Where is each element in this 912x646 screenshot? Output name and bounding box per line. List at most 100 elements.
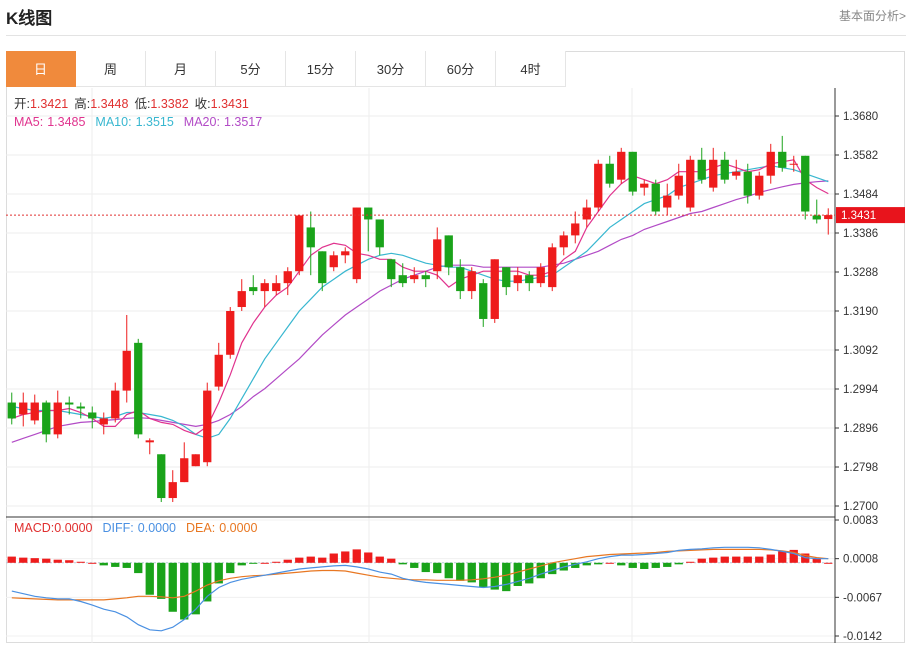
- candle-body: [122, 350, 131, 391]
- last-price-label: 1.3431: [841, 210, 876, 222]
- candle: [778, 135, 787, 172]
- macd-bar: [30, 558, 39, 563]
- macd-bar: [99, 562, 108, 566]
- candle-body: [421, 275, 430, 280]
- candle-body: [502, 267, 511, 288]
- macd-bar: [571, 562, 580, 568]
- candle: [168, 470, 177, 503]
- candle-body: [594, 163, 603, 208]
- macd-tick-label: -0.0067: [843, 592, 882, 604]
- macd-bar: [651, 562, 660, 568]
- macd-bar: [766, 554, 775, 563]
- candle: [812, 199, 821, 224]
- candle: [410, 267, 419, 284]
- macd-bar: [628, 562, 637, 568]
- candle: [801, 155, 810, 220]
- macd-bar: [525, 562, 534, 584]
- candle: [306, 211, 315, 276]
- price-tick-label: 1.3288: [843, 267, 878, 279]
- price-tick-label: 1.2994: [843, 384, 879, 396]
- candle-body: [582, 207, 591, 220]
- macd-bar: [19, 557, 28, 563]
- candle-body: [53, 402, 62, 435]
- candle: [548, 243, 557, 292]
- tab-5min[interactable]: 5分: [216, 51, 286, 87]
- macd-bar: [663, 562, 672, 567]
- macd-bar: [295, 557, 304, 563]
- candle-body: [674, 175, 683, 196]
- macd-bar: [352, 549, 361, 563]
- candle-body: [42, 402, 51, 435]
- candle-body: [479, 283, 488, 319]
- candle-body: [467, 271, 476, 292]
- fundamental-analysis-link[interactable]: 基本面分析>: [838, 9, 906, 23]
- candle: [318, 251, 327, 292]
- candle: [582, 199, 591, 228]
- candle-body: [76, 406, 85, 409]
- candle-body: [88, 412, 97, 419]
- candle-body: [7, 402, 16, 419]
- candle: [502, 267, 511, 296]
- candle-body: [559, 235, 568, 248]
- candle: [663, 183, 672, 216]
- tab-day[interactable]: 日: [6, 51, 76, 87]
- candle-body: [387, 259, 396, 280]
- candle-body: [111, 390, 120, 419]
- last-price-badge: [836, 207, 905, 224]
- candles: [7, 135, 833, 503]
- macd-bar: [617, 562, 626, 566]
- candle-body: [490, 259, 499, 319]
- macd-bar: [157, 562, 166, 599]
- dea-line: [11, 548, 829, 601]
- macd-tick-label: 0.0083: [843, 515, 878, 527]
- macd-bar: [778, 551, 787, 563]
- macd-bar: [283, 559, 292, 563]
- candle-body: [283, 271, 292, 284]
- macd-bar: [732, 556, 741, 563]
- macd-bar: [582, 562, 591, 566]
- macd-bar: [375, 556, 384, 563]
- candle-body: [352, 207, 361, 280]
- candle-body: [329, 255, 338, 268]
- tab-week[interactable]: 周: [76, 51, 146, 87]
- candle-body: [640, 183, 649, 188]
- candle: [571, 211, 580, 244]
- macd-bar: [145, 562, 154, 595]
- macd-panel: [6, 546, 834, 632]
- macd-bar: [76, 561, 85, 563]
- candle: [766, 143, 775, 184]
- candle: [513, 267, 522, 292]
- tab-60min[interactable]: 60分: [426, 51, 496, 87]
- candle: [226, 307, 235, 359]
- candle-body: [686, 159, 695, 208]
- candle: [352, 207, 361, 284]
- candle: [421, 271, 430, 288]
- candle-body: [444, 235, 453, 268]
- macd-bar: [456, 562, 465, 581]
- candle-body: [157, 454, 166, 499]
- tab-month[interactable]: 月: [146, 51, 216, 87]
- candle: [7, 392, 16, 425]
- price-tick-label: 1.3092: [843, 345, 878, 357]
- candle: [180, 442, 189, 483]
- candle: [157, 454, 166, 503]
- macd-bar: [191, 562, 200, 615]
- price-tick-label: 1.3680: [843, 111, 878, 123]
- macd-bar: [467, 562, 476, 583]
- macd-bar: [824, 562, 833, 564]
- candle-body: [99, 418, 108, 425]
- tab-15min[interactable]: 15分: [286, 51, 356, 87]
- tab-30min[interactable]: 30分: [356, 51, 426, 87]
- tab-4hour[interactable]: 4时: [496, 51, 566, 87]
- macd-bar: [410, 562, 419, 568]
- candle-body: [663, 195, 672, 208]
- macd-bar: [433, 562, 442, 574]
- candle: [559, 231, 568, 256]
- candle-body: [180, 458, 189, 483]
- macd-bar: [318, 557, 327, 563]
- candle-body: [651, 183, 660, 212]
- candle: [295, 215, 304, 276]
- candle: [433, 227, 442, 280]
- macd-bar: [329, 553, 338, 563]
